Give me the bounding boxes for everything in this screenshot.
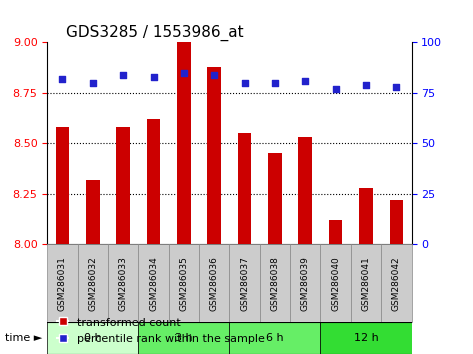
- Bar: [298, 137, 312, 244]
- Bar: [229, 322, 321, 354]
- Text: GSM286033: GSM286033: [119, 256, 128, 311]
- Point: [59, 76, 66, 82]
- Text: GSM286042: GSM286042: [392, 256, 401, 310]
- Text: GSM286038: GSM286038: [271, 256, 280, 311]
- Text: 12 h: 12 h: [354, 333, 378, 343]
- Text: GSM286036: GSM286036: [210, 256, 219, 311]
- Text: GDS3285 / 1553986_at: GDS3285 / 1553986_at: [65, 25, 243, 41]
- Bar: [359, 188, 373, 244]
- Point: [393, 84, 400, 90]
- Point: [362, 82, 370, 88]
- Bar: [108, 244, 138, 322]
- Text: GSM286032: GSM286032: [88, 256, 97, 310]
- Bar: [86, 180, 100, 244]
- Point: [89, 80, 96, 86]
- Point: [271, 80, 279, 86]
- Text: GSM286037: GSM286037: [240, 256, 249, 311]
- Bar: [56, 127, 70, 244]
- Point: [180, 70, 188, 76]
- Bar: [381, 244, 412, 322]
- Bar: [238, 133, 252, 244]
- Bar: [320, 322, 412, 354]
- Point: [241, 80, 248, 86]
- Text: 3 h: 3 h: [175, 333, 193, 343]
- Legend: transformed count, percentile rank within the sample: transformed count, percentile rank withi…: [53, 313, 270, 348]
- Point: [150, 74, 158, 80]
- Bar: [78, 244, 108, 322]
- Point: [210, 72, 218, 78]
- Text: time ►: time ►: [5, 333, 42, 343]
- Bar: [229, 244, 260, 322]
- Point: [301, 78, 309, 84]
- Bar: [199, 244, 229, 322]
- Text: GSM286040: GSM286040: [331, 256, 340, 310]
- Bar: [177, 42, 191, 244]
- Point: [332, 86, 340, 92]
- Text: GSM286041: GSM286041: [361, 256, 370, 310]
- Bar: [290, 244, 321, 322]
- Bar: [207, 67, 221, 244]
- Bar: [138, 244, 169, 322]
- Text: GSM286031: GSM286031: [58, 256, 67, 311]
- Text: GSM286039: GSM286039: [301, 256, 310, 311]
- Text: 6 h: 6 h: [266, 333, 284, 343]
- Bar: [351, 244, 381, 322]
- Bar: [260, 244, 290, 322]
- Bar: [47, 322, 138, 354]
- Bar: [147, 119, 160, 244]
- Text: 0 h: 0 h: [84, 333, 102, 343]
- Bar: [116, 127, 130, 244]
- Text: GSM286035: GSM286035: [179, 256, 188, 311]
- Text: GSM286034: GSM286034: [149, 256, 158, 310]
- Bar: [138, 322, 229, 354]
- Bar: [47, 244, 78, 322]
- Bar: [169, 244, 199, 322]
- Bar: [389, 200, 403, 244]
- Bar: [320, 244, 351, 322]
- Bar: [329, 220, 342, 244]
- Bar: [268, 154, 282, 244]
- Point: [119, 72, 127, 78]
